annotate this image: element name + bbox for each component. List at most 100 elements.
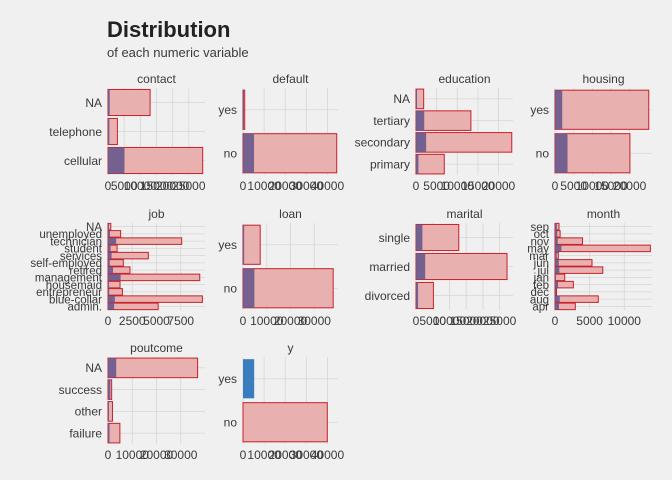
chart-subtitle: of each numeric variable [107,45,249,60]
x-tick-label: 20000 [140,448,174,462]
bar [243,359,255,399]
x-tick-label: 5000 [111,179,138,193]
bar-overlay [555,274,556,281]
category-label: sep [530,222,549,234]
bar-overlay [108,274,121,281]
panel-title: default [272,72,309,86]
bar [554,237,584,245]
bar [107,237,183,245]
bar-overlay [416,282,419,309]
bar-overlay [555,303,559,310]
category-label: cellular [64,154,102,168]
x-tick-label: 10000 [250,314,284,328]
category-label: divorced [365,289,410,303]
bar-overlay [108,281,110,288]
x-tick-label: 15000 [449,314,483,328]
bar-overlay [555,133,568,173]
x-tick-label: 25000 [483,314,517,328]
x-tick-label: 10000 [124,179,158,193]
bar-overlay [555,281,559,288]
bar-overlay [108,266,114,274]
category-label: no [536,147,550,161]
x-tick-label: 15000 [461,179,495,193]
category-label: jun [533,258,549,270]
bar-overlay [108,245,111,252]
x-tick-label: 20000 [613,179,647,193]
panel-title: loan [279,207,302,221]
category-label: aug [530,294,549,306]
category-label: management [35,273,103,285]
bar [554,244,651,253]
bar [107,422,121,444]
bar-overlay [555,90,563,130]
bar-overlay [243,133,255,173]
bar-overlay [108,295,115,303]
bar [554,295,599,303]
x-tick-label: 30000 [290,448,324,462]
bar-overlay [416,224,423,251]
bar-overlay [555,245,562,252]
bar [107,251,149,260]
panel-title: contact [137,72,176,86]
category-label: blue-collar [49,294,102,306]
x-tick-label: 0 [105,314,112,328]
bar-overlay [108,288,110,296]
x-tick-label: 10000 [247,448,281,462]
bar [107,88,151,117]
category-label: technician [50,236,102,248]
bar-overlay [555,252,557,259]
x-tick-label: 40000 [311,179,345,193]
x-tick-label: 20000 [269,448,303,462]
category-label: success [59,383,102,397]
bar [107,295,203,303]
category-label: entrepreneur [36,287,102,299]
category-label: married [369,260,410,274]
category-label: NA [86,222,102,234]
x-tick-label: 5000 [419,314,446,328]
category-label: student [64,244,103,256]
bar-overlay [416,110,425,131]
bar-overlay [416,132,427,153]
x-tick-label: 0 [240,179,247,193]
x-tick-label: 0 [105,179,112,193]
x-tick-label: 20000 [269,179,303,193]
category-label: yes [218,372,237,386]
bar-overlay [416,154,419,174]
category-label: no [224,416,238,430]
x-tick-label: 0 [240,448,247,462]
category-label: retired [69,265,102,277]
bar-overlay [555,266,560,274]
category-label: yes [218,238,237,252]
x-tick-label: 15000 [140,179,174,193]
x-tick-label: 30000 [164,448,198,462]
bar-overlay [555,288,556,296]
panel-title: poutcome [130,341,183,355]
category-label: dec [530,287,549,299]
category-label: nov [530,236,549,248]
x-tick-label: 25000 [172,179,206,193]
bar-overlay [108,259,110,267]
bar-overlay [243,90,244,130]
panel-title: housing [582,72,624,86]
x-tick-label: 7500 [167,314,194,328]
bar-overlay [555,295,560,303]
category-label: failure [69,426,102,440]
x-tick-label: 20000 [156,179,190,193]
category-label: yes [530,103,549,117]
bar-overlay [555,259,559,267]
category-label: telephone [49,125,102,139]
panel-title: education [438,72,490,86]
x-tick-label: 30000 [298,314,332,328]
bar-overlay [416,253,426,280]
bar-overlay [108,230,110,238]
bar [242,268,334,309]
bar-overlay [243,268,255,308]
category-label: NA [85,361,102,375]
bar [415,223,460,252]
x-tick-label: 5000 [560,179,587,193]
x-tick-label: 0 [552,179,559,193]
